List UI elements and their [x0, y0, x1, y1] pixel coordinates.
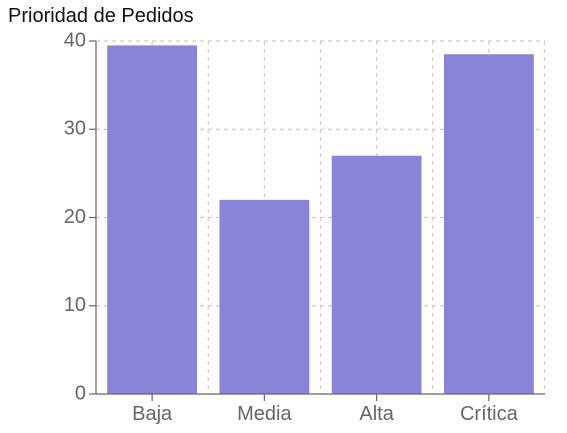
bar-alta — [331, 155, 422, 394]
y-tick-label: 10 — [64, 294, 86, 316]
x-tick-label: Baja — [132, 403, 173, 425]
y-tick-label: 40 — [64, 29, 86, 51]
chart-title: Prioridad de Pedidos — [8, 5, 194, 27]
bar-media — [219, 199, 310, 394]
bar-baja — [107, 45, 198, 394]
x-tick-label: Alta — [359, 403, 394, 425]
y-tick-label: 0 — [75, 382, 86, 404]
y-tick-label: 30 — [64, 118, 86, 140]
x-tick-label: Crítica — [460, 403, 519, 425]
bar-crítica — [443, 54, 534, 395]
y-tick-label: 20 — [64, 206, 86, 228]
x-tick-label: Media — [237, 403, 292, 425]
